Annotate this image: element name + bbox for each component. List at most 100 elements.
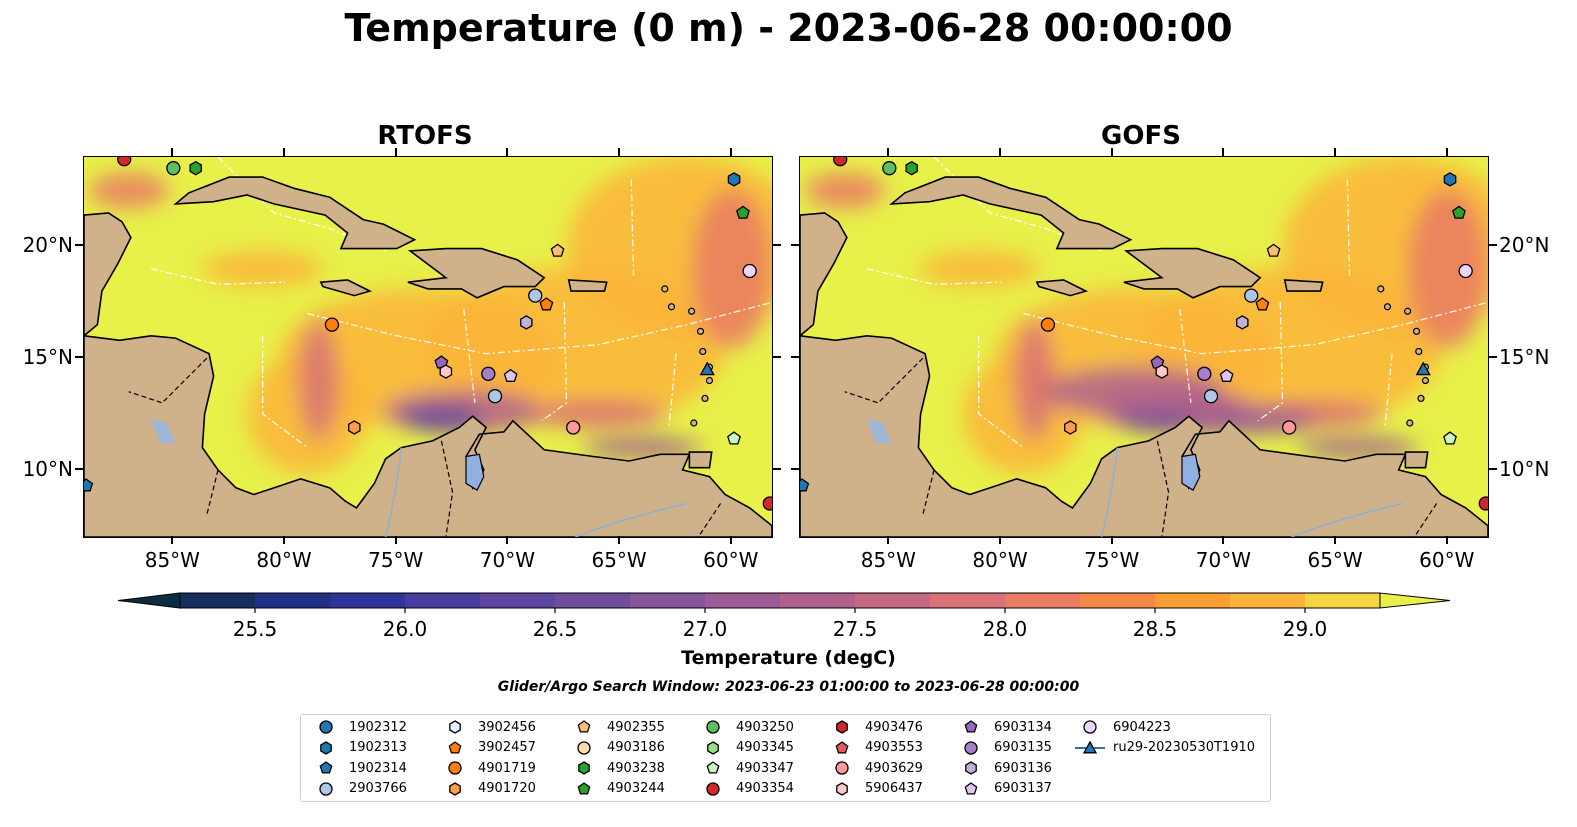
- float-marker-4901720[interactable]: [348, 420, 361, 435]
- float-marker-4903244[interactable]: [736, 205, 750, 219]
- float-marker-4903347[interactable]: [727, 431, 741, 445]
- lon-tick-label: 60°W: [1419, 548, 1475, 572]
- lon-tick-top: [1110, 148, 1113, 156]
- legend-item: 3902456: [438, 717, 536, 738]
- legend-item: 1902312: [309, 717, 407, 738]
- float-marker-4902355[interactable]: [1266, 243, 1281, 257]
- float-marker-4903629[interactable]: [1282, 420, 1297, 435]
- legend-column: 6903134 6903135 6903136 6903137: [954, 717, 1052, 799]
- float-marker-4903354[interactable]: [1478, 496, 1488, 511]
- legend-item: 6903137: [954, 779, 1052, 800]
- float-marker-5906437[interactable]: [439, 364, 453, 379]
- float-pentagon-icon: [964, 781, 978, 795]
- float-marker-4903250[interactable]: [882, 161, 897, 176]
- colorbar-bin: [255, 593, 331, 608]
- float-hexagon-icon: [578, 761, 590, 776]
- float-marker-4903354[interactable]: [117, 157, 132, 167]
- float-marker-6903135[interactable]: [1197, 366, 1212, 381]
- legend-item: 4903354: [696, 779, 794, 800]
- colorbar-bin: [855, 593, 931, 608]
- float-circle-icon: [835, 761, 849, 775]
- legend-label: 4903629: [865, 760, 923, 776]
- float-marker-6904223[interactable]: [742, 263, 757, 279]
- float-marker-2903766[interactable]: [1244, 288, 1259, 303]
- colorbar-tick-label: 26.0: [383, 617, 428, 641]
- colorbar-bin: [480, 593, 556, 608]
- float-hexagon-icon: [320, 740, 332, 755]
- panel-title-rtofs: RTOFS: [377, 121, 473, 151]
- legend-label: 4903238: [607, 760, 665, 776]
- float-marker-4903354[interactable]: [833, 157, 848, 167]
- colorbar-bin: [1305, 593, 1381, 608]
- float-marker-6903136[interactable]: [1236, 315, 1249, 330]
- float-marker-4901719[interactable]: [324, 317, 340, 332]
- float-marker-4903244[interactable]: [1452, 205, 1466, 219]
- float-hexagon-icon: [836, 781, 848, 796]
- float-marker-ru29-20230530T1910[interactable]: [1415, 361, 1431, 376]
- colorbar-bin: [930, 593, 1006, 608]
- float-hexagon-icon: [707, 740, 719, 755]
- legend-label: 2903766: [349, 781, 407, 797]
- legend-column: 4903250 4903345 4903347 4903354: [696, 717, 794, 799]
- lon-tick-label: 75°W: [1084, 548, 1140, 572]
- float-marker-4902355[interactable]: [550, 243, 565, 257]
- float-marker-5906437[interactable]: [1155, 364, 1169, 379]
- float-pentagon-icon: [835, 740, 849, 754]
- float-marker-4903238[interactable]: [189, 160, 202, 176]
- float-circle-icon: [706, 720, 720, 734]
- map-rtofs-svg: [84, 157, 772, 537]
- float-marker-6903137[interactable]: [1219, 368, 1234, 382]
- lon-tick-top: [1222, 148, 1225, 156]
- float-marker-4903354[interactable]: [762, 496, 772, 511]
- float-marker-4901720[interactable]: [1064, 420, 1077, 435]
- float-marker-4903347[interactable]: [1443, 431, 1457, 445]
- lon-tick: [999, 536, 1002, 544]
- legend-item: 3902457: [438, 738, 536, 759]
- float-marker-6904223[interactable]: [1458, 263, 1473, 279]
- lon-tick-label: 75°W: [368, 548, 424, 572]
- float-marker-2903766[interactable]: [487, 389, 503, 404]
- float-marker-4903629[interactable]: [566, 420, 581, 435]
- legend-label: 6903135: [994, 740, 1052, 756]
- colorbar-bin: [1155, 593, 1231, 608]
- legend-item: 5906437: [825, 779, 923, 800]
- legend-label: 6903137: [994, 781, 1052, 797]
- float-marker-4901719[interactable]: [1040, 317, 1056, 332]
- lat-tick: [75, 244, 83, 247]
- lon-tick-top: [1445, 148, 1448, 156]
- float-marker-ru29-20230530T1910[interactable]: [699, 361, 715, 376]
- float-marker-3902457[interactable]: [539, 297, 554, 311]
- float-marker-6903137[interactable]: [503, 368, 518, 382]
- colorbar-tick-label: 25.5: [233, 617, 278, 641]
- map-panel-rtofs[interactable]: [83, 156, 773, 538]
- float-marker-1902314[interactable]: [800, 478, 810, 492]
- float-marker-4903238[interactable]: [905, 160, 918, 176]
- lon-tick: [394, 536, 397, 544]
- legend-label: 4903345: [736, 740, 794, 756]
- float-marker-4903250[interactable]: [166, 161, 181, 176]
- float-marker-1902313[interactable]: [1443, 172, 1457, 187]
- glider-track-icon: [1075, 740, 1105, 754]
- float-marker-6903136[interactable]: [520, 315, 533, 330]
- float-marker-2903766[interactable]: [1203, 389, 1219, 404]
- float-circle-icon: [706, 782, 720, 796]
- legend-label: 3902457: [478, 740, 536, 756]
- float-marker-1902313[interactable]: [727, 172, 741, 187]
- float-marker-3902457[interactable]: [1255, 297, 1270, 311]
- float-marker-6903135[interactable]: [481, 366, 496, 381]
- lat-tick: [1489, 244, 1497, 247]
- lon-tick-label: 85°W: [144, 548, 200, 572]
- figure-title: Temperature (0 m) - 2023-06-28 00:00:00: [344, 6, 1233, 50]
- colorbar-tick-label: 27.0: [683, 617, 728, 641]
- lat-tick-label: 15°N: [1499, 345, 1550, 370]
- float-hexagon-icon: [449, 720, 461, 735]
- legend-label: 1902312: [349, 719, 407, 735]
- map-panel-gofs[interactable]: [799, 156, 1489, 538]
- lon-tick-top: [394, 148, 397, 156]
- float-circle-icon: [319, 782, 333, 796]
- float-marker-1902314[interactable]: [84, 478, 94, 492]
- float-marker-2903766[interactable]: [528, 288, 543, 303]
- legend-label: 1902313: [349, 740, 407, 756]
- search-window-text: Glider/Argo Search Window: 2023-06-23 01…: [497, 679, 1080, 695]
- legend-column: 4902355 4903186 4903238 4903244: [567, 717, 665, 799]
